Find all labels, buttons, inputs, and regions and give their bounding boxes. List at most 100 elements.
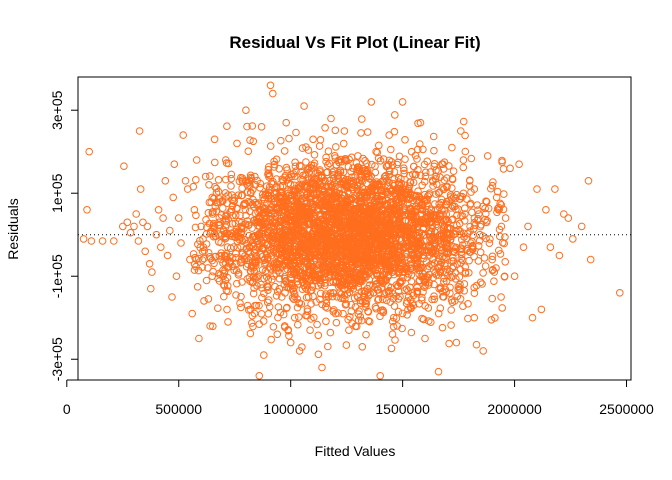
data-point [233, 279, 241, 288]
data-point [501, 258, 510, 266]
data-point [431, 269, 439, 277]
data-point [228, 191, 236, 199]
data-point [302, 196, 311, 205]
data-point [286, 239, 295, 247]
data-point [232, 249, 240, 258]
data-point [208, 256, 216, 265]
data-point [358, 204, 367, 212]
data-point [448, 184, 456, 192]
data-point [252, 257, 261, 265]
data-point [409, 170, 417, 179]
data-point [352, 253, 361, 262]
data-point [219, 204, 227, 212]
data-point [425, 189, 434, 197]
y-tick-label: -1e+05 [49, 254, 65, 298]
data-point [291, 185, 300, 193]
data-point [244, 256, 253, 264]
data-point [390, 302, 399, 310]
data-point [410, 251, 419, 260]
data-point [469, 225, 478, 233]
data-point [327, 237, 336, 246]
data-point [281, 233, 290, 241]
data-point [256, 184, 264, 192]
data-point [386, 223, 395, 231]
data-point [219, 280, 228, 289]
data-point [419, 288, 427, 296]
data-point [257, 280, 265, 289]
data-point [391, 258, 399, 267]
data-point [474, 257, 483, 265]
data-point [341, 249, 350, 257]
data-point [264, 165, 273, 174]
data-point [294, 231, 303, 240]
data-point [356, 208, 364, 216]
data-point [301, 284, 310, 292]
data-point [382, 162, 391, 171]
data-point [435, 200, 444, 208]
data-point [413, 264, 421, 273]
data-point [282, 163, 291, 172]
data-point [224, 318, 232, 326]
data-point [202, 216, 210, 224]
data-point [430, 236, 439, 245]
data-point [409, 162, 418, 171]
data-point [220, 292, 228, 301]
data-point [204, 295, 213, 303]
data-point [300, 102, 308, 110]
data-point [448, 143, 456, 152]
data-point [390, 127, 399, 136]
data-point [329, 190, 338, 199]
data-point [456, 286, 464, 294]
data-point [211, 158, 219, 167]
data-point [293, 295, 302, 303]
data-point [257, 310, 266, 318]
data-point [233, 204, 241, 212]
data-point [316, 278, 325, 287]
data-point [157, 243, 165, 251]
data-point [134, 237, 143, 245]
data-point [341, 182, 350, 190]
data-point [372, 251, 381, 259]
data-point [386, 298, 395, 306]
data-point [254, 199, 263, 207]
data-point [449, 257, 458, 265]
data-point [237, 242, 245, 251]
data-point [420, 160, 429, 169]
data-point [318, 363, 326, 372]
data-point [292, 217, 301, 226]
data-point [383, 216, 392, 224]
data-point [476, 278, 485, 287]
data-point [198, 256, 207, 264]
data-point [346, 177, 355, 186]
data-point [429, 182, 437, 190]
data-point [243, 122, 251, 131]
data-point [344, 176, 353, 184]
data-point [354, 152, 362, 160]
data-point [436, 304, 445, 313]
data-point [215, 214, 224, 222]
data-point [190, 266, 199, 274]
data-point [560, 210, 568, 218]
data-point [311, 240, 320, 248]
data-point [340, 222, 349, 230]
data-point [427, 260, 435, 269]
data-point [300, 236, 308, 244]
data-point [398, 194, 406, 202]
data-point [356, 296, 365, 305]
data-point [394, 215, 403, 223]
y-tick-label: 3e+05 [49, 90, 65, 130]
data-point [312, 169, 320, 177]
data-point [224, 263, 233, 271]
data-point [199, 243, 208, 251]
data-point [295, 299, 304, 308]
data-point [281, 289, 289, 297]
data-point [284, 189, 292, 198]
data-point [280, 173, 289, 182]
data-point [384, 181, 393, 190]
data-point [454, 282, 463, 291]
data-point [395, 267, 403, 276]
data-point [367, 172, 376, 181]
data-point [232, 266, 241, 275]
data-point [273, 261, 281, 269]
